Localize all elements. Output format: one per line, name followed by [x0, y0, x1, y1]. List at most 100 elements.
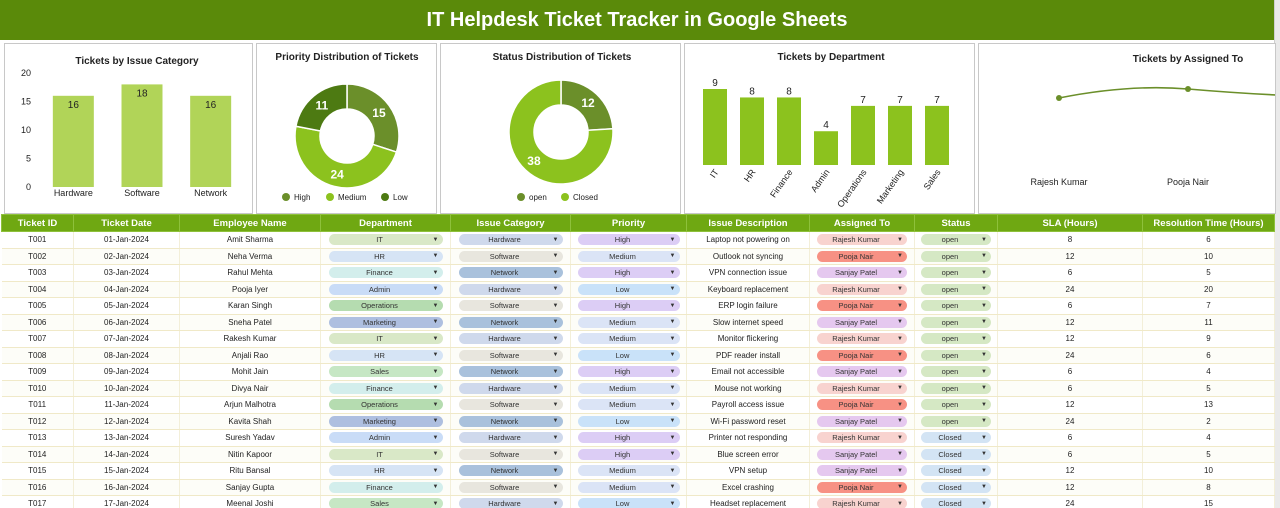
dropdown-cell[interactable]: open ▼ — [914, 231, 998, 249]
table-cell[interactable]: 4 — [1142, 363, 1275, 381]
dropdown-arrow-icon[interactable]: ▼ — [432, 484, 439, 491]
dropdown-chip[interactable]: Low ▼ — [577, 283, 680, 295]
dropdown-cell[interactable]: Medium ▼ — [570, 396, 687, 414]
table-cell[interactable]: Blue screen error — [686, 446, 810, 463]
dropdown-chip[interactable]: open ▼ — [921, 250, 991, 262]
dropdown-arrow-icon[interactable]: ▼ — [432, 236, 439, 243]
dropdown-arrow-icon[interactable]: ▼ — [552, 484, 559, 491]
dropdown-chip[interactable]: Sanjay Patel ▼ — [817, 415, 907, 427]
dropdown-arrow-icon[interactable]: ▼ — [981, 302, 987, 309]
table-cell[interactable]: 12 — [997, 314, 1143, 331]
table-cell[interactable]: Rahul Mehta — [179, 264, 321, 282]
dropdown-cell[interactable]: Rajesh Kumar ▼ — [809, 429, 915, 447]
series-line[interactable] — [1058, 86, 1276, 99]
table-cell[interactable]: 17-Jan-2024 — [73, 495, 180, 508]
dropdown-cell[interactable]: Network ▼ — [450, 314, 571, 331]
dropdown-arrow-icon[interactable]: ▼ — [897, 335, 903, 342]
table-cell[interactable]: Email not accessible — [686, 363, 810, 381]
table-cell[interactable]: Payroll access issue — [686, 396, 810, 414]
dropdown-arrow-icon[interactable]: ▼ — [669, 500, 676, 507]
dropdown-cell[interactable]: Sanjay Patel ▼ — [809, 413, 915, 430]
table-cell[interactable]: 7 — [1142, 297, 1275, 315]
table-row[interactable]: T008 08-Jan-2024 Anjali Rao HR ▼ Software ▼ Low… — [1, 347, 1275, 364]
dropdown-chip[interactable]: open ▼ — [921, 415, 991, 427]
dropdown-chip[interactable]: open ▼ — [921, 283, 991, 295]
dropdown-chip[interactable]: Admin ▼ — [328, 283, 443, 295]
table-cell[interactable]: T011 — [1, 396, 74, 414]
dropdown-arrow-icon[interactable]: ▼ — [432, 368, 439, 375]
table-cell[interactable]: Arjun Malhotra — [179, 396, 321, 414]
dropdown-chip[interactable]: High ▼ — [577, 300, 680, 312]
dropdown-arrow-icon[interactable]: ▼ — [897, 253, 903, 260]
table-cell[interactable]: Monitor flickering — [686, 330, 810, 348]
dropdown-arrow-icon[interactable]: ▼ — [669, 286, 676, 293]
dropdown-cell[interactable]: Marketing ▼ — [320, 314, 451, 331]
dropdown-cell[interactable]: Medium ▼ — [570, 314, 687, 331]
table-cell[interactable]: 6 — [1142, 347, 1275, 364]
dropdown-chip[interactable]: Sanjay Patel ▼ — [817, 366, 907, 378]
dropdown-cell[interactable]: open ▼ — [914, 396, 998, 414]
dropdown-cell[interactable]: Finance ▼ — [320, 479, 451, 496]
dropdown-chip[interactable]: open ▼ — [921, 366, 991, 378]
table-cell[interactable]: 5 — [1142, 446, 1275, 463]
dropdown-arrow-icon[interactable]: ▼ — [897, 286, 903, 293]
dropdown-arrow-icon[interactable]: ▼ — [669, 269, 676, 276]
dropdown-cell[interactable]: Hardware ▼ — [450, 281, 571, 298]
dropdown-arrow-icon[interactable]: ▼ — [552, 434, 559, 441]
table-cell[interactable]: 6 — [997, 380, 1143, 397]
table-cell[interactable]: VPN setup — [686, 462, 810, 480]
table-cell[interactable]: 15 — [1142, 495, 1275, 508]
dropdown-cell[interactable]: open ▼ — [914, 413, 998, 430]
table-cell[interactable]: 11-Jan-2024 — [73, 396, 180, 414]
table-cell[interactable]: 24 — [997, 281, 1143, 298]
column-header[interactable]: SLA (Hours) — [997, 214, 1143, 232]
dropdown-arrow-icon[interactable]: ▼ — [981, 401, 987, 408]
table-cell[interactable]: 16-Jan-2024 — [73, 479, 180, 496]
dropdown-chip[interactable]: Network ▼ — [458, 415, 563, 427]
table-cell[interactable]: 9 — [1142, 330, 1275, 348]
table-cell[interactable]: 5 — [1142, 264, 1275, 282]
dropdown-chip[interactable]: Software ▼ — [458, 481, 563, 493]
table-cell[interactable]: 12 — [997, 248, 1143, 265]
dropdown-chip[interactable]: High ▼ — [577, 366, 680, 378]
dropdown-cell[interactable]: Sanjay Patel ▼ — [809, 264, 915, 282]
column-header[interactable]: Issue Description — [686, 214, 810, 232]
table-row[interactable]: T001 01-Jan-2024 Amit Sharma IT ▼ Hardware ▼ Hi… — [1, 231, 1275, 249]
column-header[interactable]: Ticket Date — [73, 214, 180, 232]
table-cell[interactable]: Wi-Fi password reset — [686, 413, 810, 430]
dropdown-chip[interactable]: Pooja Nair ▼ — [817, 349, 907, 361]
table-row[interactable]: T016 16-Jan-2024 Sanjay Gupta Finance ▼ Softw… — [1, 479, 1275, 496]
dropdown-cell[interactable]: Closed ▼ — [914, 495, 998, 508]
table-row[interactable]: T009 09-Jan-2024 Mohit Jain Sales ▼ Network ▼ H… — [1, 363, 1275, 381]
dropdown-cell[interactable]: Closed ▼ — [914, 462, 998, 480]
dropdown-cell[interactable]: Closed ▼ — [914, 446, 998, 463]
dropdown-arrow-icon[interactable]: ▼ — [552, 418, 559, 425]
dropdown-chip[interactable]: Marketing ▼ — [328, 316, 443, 328]
dropdown-cell[interactable]: Finance ▼ — [320, 380, 451, 397]
table-cell[interactable]: T004 — [1, 281, 74, 298]
dropdown-arrow-icon[interactable]: ▼ — [981, 253, 987, 260]
dropdown-chip[interactable]: Rajesh Kumar ▼ — [817, 333, 907, 345]
dropdown-cell[interactable]: Pooja Nair ▼ — [809, 396, 915, 414]
column-header[interactable]: Issue Category — [450, 214, 571, 232]
dropdown-cell[interactable]: Hardware ▼ — [450, 330, 571, 348]
dropdown-chip[interactable]: Sanjay Patel ▼ — [817, 316, 907, 328]
table-cell[interactable]: 6 — [997, 429, 1143, 447]
table-cell[interactable]: 09-Jan-2024 — [73, 363, 180, 381]
table-cell[interactable]: 12 — [997, 396, 1143, 414]
dropdown-chip[interactable]: HR ▼ — [328, 465, 443, 477]
dropdown-chip[interactable]: Marketing ▼ — [328, 415, 443, 427]
dropdown-chip[interactable]: IT ▼ — [328, 234, 443, 246]
dropdown-chip[interactable]: Sanjay Patel ▼ — [817, 267, 907, 279]
table-cell[interactable]: T007 — [1, 330, 74, 348]
table-cell[interactable]: 11 — [1142, 314, 1275, 331]
table-cell[interactable]: 05-Jan-2024 — [73, 297, 180, 315]
table-cell[interactable]: 8 — [1142, 479, 1275, 496]
dropdown-cell[interactable]: High ▼ — [570, 363, 687, 381]
dropdown-arrow-icon[interactable]: ▼ — [552, 500, 559, 507]
dropdown-arrow-icon[interactable]: ▼ — [432, 319, 439, 326]
dropdown-arrow-icon[interactable]: ▼ — [981, 269, 987, 276]
dropdown-chip[interactable]: Low ▼ — [577, 349, 680, 361]
dropdown-chip[interactable]: Rajesh Kumar ▼ — [817, 382, 907, 394]
dropdown-arrow-icon[interactable]: ▼ — [552, 401, 559, 408]
